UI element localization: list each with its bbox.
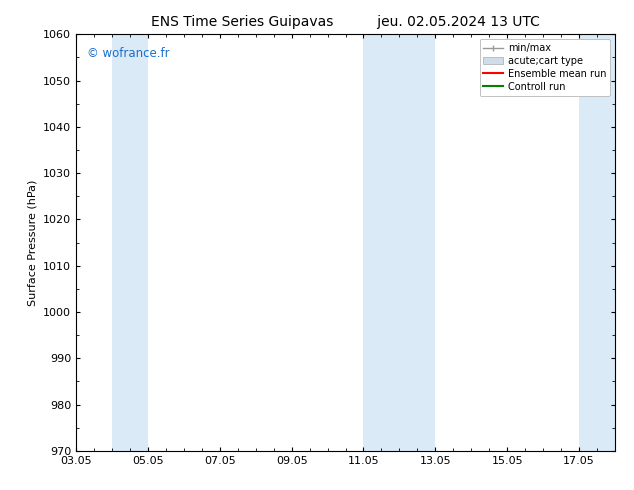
Bar	[579, 34, 615, 451]
Bar	[363, 34, 436, 451]
Title: ENS Time Series Guipavas          jeu. 02.05.2024 13 UTC: ENS Time Series Guipavas jeu. 02.05.2024…	[151, 15, 540, 29]
Text: © wofrance.fr: © wofrance.fr	[87, 47, 169, 60]
Y-axis label: Surface Pressure (hPa): Surface Pressure (hPa)	[27, 179, 37, 306]
Bar	[112, 34, 148, 451]
Legend: min/max, acute;cart type, Ensemble mean run, Controll run: min/max, acute;cart type, Ensemble mean …	[479, 39, 610, 96]
